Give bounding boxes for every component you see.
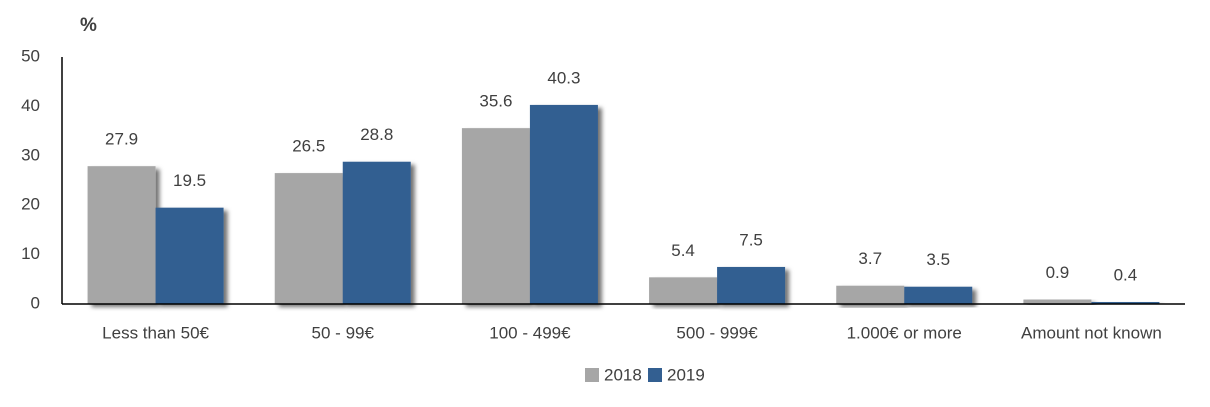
y-tick-label: 40 <box>21 96 40 115</box>
data-label: 7.5 <box>739 230 763 249</box>
legend-label: 2019 <box>667 365 705 384</box>
data-label: 0.4 <box>1114 266 1138 285</box>
data-label: 28.8 <box>360 125 393 144</box>
legend-swatch <box>585 368 599 382</box>
bar <box>342 161 411 304</box>
data-label: 3.5 <box>926 250 950 269</box>
bar <box>274 173 343 304</box>
x-tick-label: Amount not known <box>1021 323 1162 342</box>
x-tick-label: Less than 50€ <box>102 323 209 342</box>
bar <box>155 207 224 304</box>
x-tick-label: 50 - 99€ <box>312 323 375 342</box>
data-label: 5.4 <box>671 241 695 260</box>
x-tick-label: 1.000€ or more <box>847 323 962 342</box>
legend-swatch <box>648 368 662 382</box>
bar <box>1091 302 1160 304</box>
y-axis-label: % <box>80 15 97 36</box>
bar <box>717 266 786 304</box>
data-label: 3.7 <box>858 249 882 268</box>
y-tick-label: 20 <box>21 195 40 214</box>
bar <box>649 277 718 304</box>
bar <box>1023 299 1092 304</box>
legend-label: 2018 <box>604 365 642 384</box>
data-label: 0.9 <box>1046 263 1070 282</box>
bar <box>904 286 973 304</box>
data-label: 35.6 <box>479 92 512 111</box>
y-tick-label: 50 <box>21 46 40 65</box>
data-label: 40.3 <box>547 68 580 87</box>
y-tick-label: 10 <box>21 244 40 263</box>
y-tick-label: 30 <box>21 145 40 164</box>
bar <box>836 285 905 304</box>
data-label: 19.5 <box>173 171 206 190</box>
x-tick-label: 100 - 499€ <box>489 323 571 342</box>
data-label: 26.5 <box>292 137 325 156</box>
bar <box>87 166 156 304</box>
data-label: 27.9 <box>105 130 138 149</box>
y-tick-label: 0 <box>31 293 40 312</box>
bar <box>529 104 598 304</box>
x-tick-label: 500 - 999€ <box>676 323 758 342</box>
bar <box>461 128 530 304</box>
